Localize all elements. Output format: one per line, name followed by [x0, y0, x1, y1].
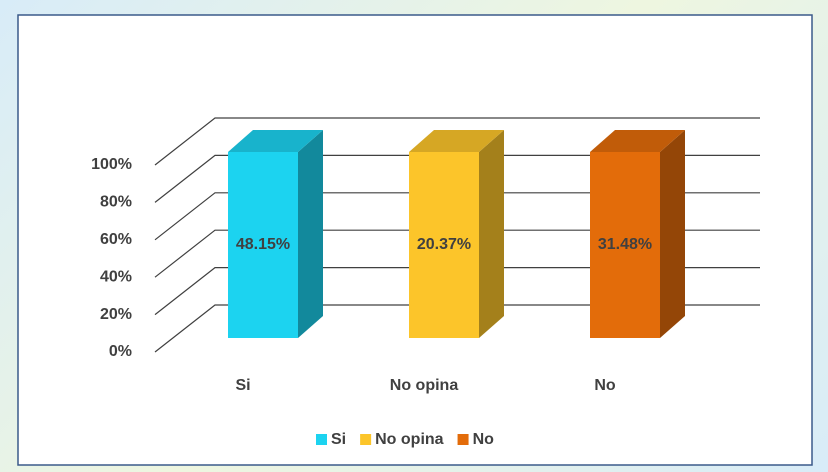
grid-line	[154, 229, 760, 278]
data-label: 31.48%	[598, 236, 652, 253]
bar-top	[590, 130, 685, 152]
y-tick-label: 40%	[100, 268, 132, 285]
legend-swatch	[316, 434, 327, 445]
legend-label: No opina	[375, 431, 444, 448]
legend-swatch	[360, 434, 372, 445]
bar	[228, 152, 298, 338]
bar-top	[409, 130, 504, 152]
y-tick-label: 100%	[91, 156, 132, 173]
grid-line	[154, 304, 760, 353]
grid-line	[154, 117, 760, 166]
y-tick-label: 0%	[109, 343, 132, 360]
x-tick-label: Si	[235, 377, 250, 394]
y-tick-label: 20%	[100, 306, 132, 323]
bar-top	[228, 130, 323, 152]
grid-line	[154, 192, 760, 241]
data-label: 20.37%	[417, 236, 471, 253]
data-label: 48.15%	[236, 236, 290, 253]
grid-line	[154, 267, 760, 316]
y-tick-label: 60%	[100, 231, 132, 248]
bar	[409, 152, 479, 338]
bar-side	[479, 130, 504, 338]
legend-label: No	[473, 431, 495, 448]
grid-line	[154, 154, 760, 203]
y-tick-label: 80%	[100, 194, 132, 211]
bar	[590, 152, 660, 338]
x-tick-label: No	[594, 377, 616, 394]
bar-side	[660, 130, 685, 338]
x-tick-label: No opina	[390, 377, 459, 394]
bar-side	[298, 130, 323, 338]
legend-swatch	[457, 434, 469, 445]
legend-label: Si	[331, 431, 346, 448]
